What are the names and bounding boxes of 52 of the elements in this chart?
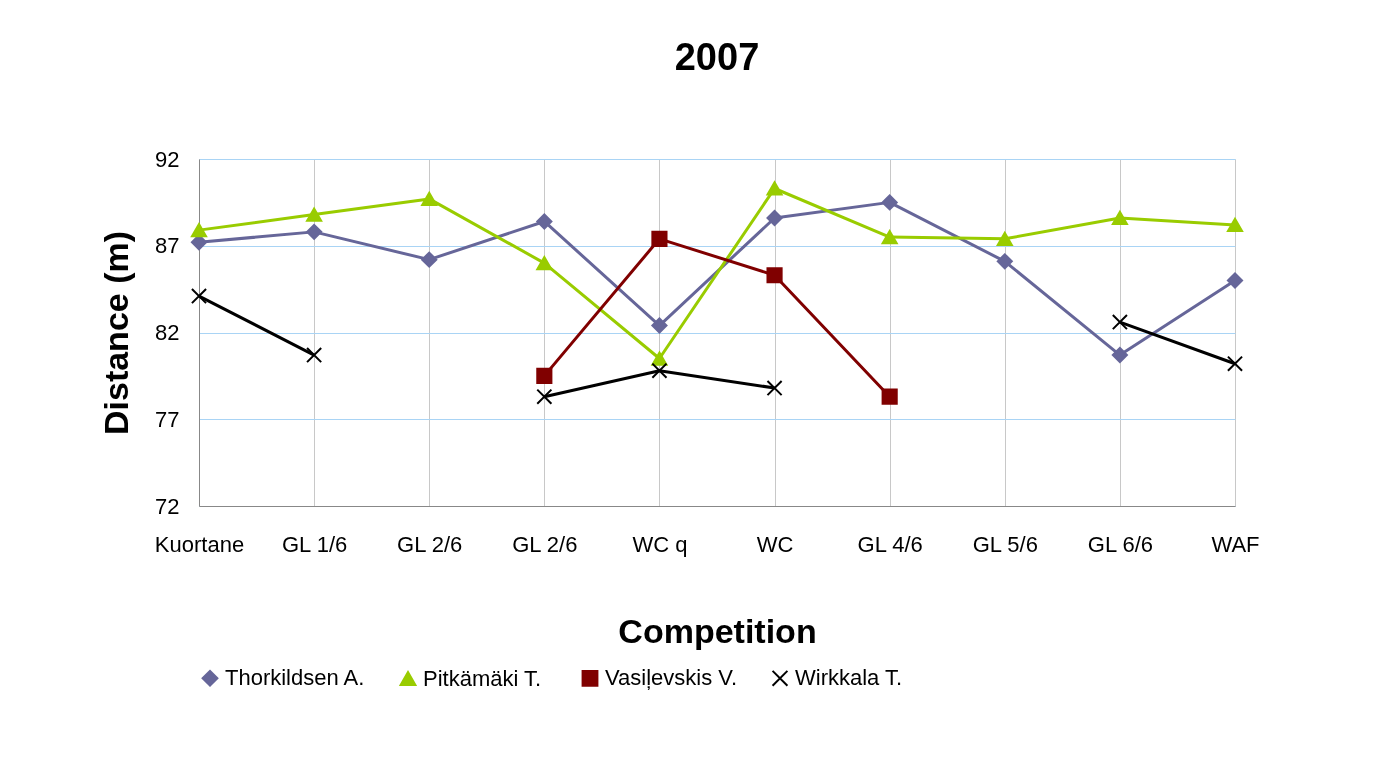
y-tick-label: 77 [155, 406, 180, 432]
point [881, 229, 898, 245]
x-tick-label: GL 5/6 [972, 531, 1038, 557]
legend-label: Pitkämäki T. [423, 665, 542, 691]
point [190, 223, 208, 238]
point [1226, 217, 1244, 233]
chart-title: 2007 [674, 36, 760, 78]
point [766, 267, 783, 284]
y-tick-label: 72 [155, 493, 180, 519]
x-tick-label: GL 1/6 [281, 531, 348, 557]
point [190, 287, 208, 305]
point [1226, 355, 1244, 372]
point [306, 223, 323, 240]
x-tick-label: WC [756, 531, 794, 557]
x-axis-title: Competition [618, 611, 817, 650]
x-tick-label: WAF [1211, 531, 1260, 557]
point [1111, 210, 1128, 226]
x-tick-label: WC q [632, 531, 688, 557]
point [421, 191, 438, 207]
point [651, 351, 668, 366]
point [766, 209, 783, 227]
point [1111, 314, 1128, 331]
point [766, 379, 783, 397]
legend-label: Vasiļevskis V. [605, 665, 738, 691]
point [306, 346, 323, 364]
legend-label: Thorkildsen A. [225, 665, 365, 691]
point [766, 181, 783, 196]
point [651, 317, 668, 334]
point [996, 253, 1013, 270]
point [421, 251, 438, 268]
x-tick-label: Kuortane [154, 531, 245, 557]
point [536, 255, 553, 271]
x-tick-label: GL 2/6 [512, 531, 578, 557]
point [651, 230, 668, 247]
y-tick-label: 92 [155, 146, 180, 172]
point [996, 231, 1013, 246]
point [651, 362, 668, 379]
y-tick-label: 87 [155, 233, 180, 259]
point [536, 367, 553, 384]
point [1226, 272, 1244, 289]
legend-label: Wirkkala T. [795, 665, 903, 691]
point [881, 388, 898, 405]
y-tick-label: 82 [155, 320, 180, 345]
point [306, 207, 323, 222]
point [1111, 346, 1128, 364]
y-axis-title: Distance (m) [97, 230, 136, 436]
x-tick-label: GL 4/6 [857, 531, 923, 557]
point [536, 388, 553, 405]
x-tick-label: GL 6/6 [1087, 531, 1154, 557]
point [536, 213, 553, 230]
point [881, 194, 898, 211]
x-tick-label: GL 2/6 [397, 531, 463, 557]
